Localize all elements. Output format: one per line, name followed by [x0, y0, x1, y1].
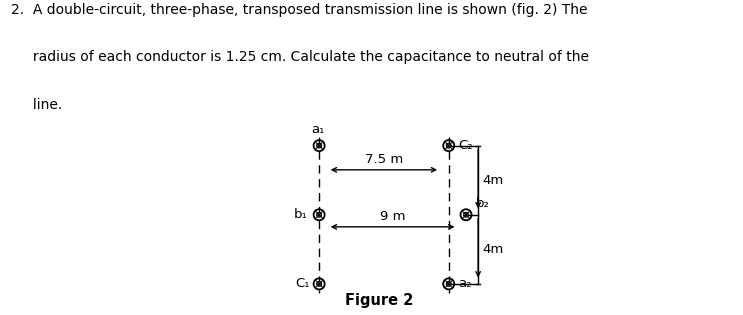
Circle shape [317, 212, 322, 217]
Text: line.: line. [11, 98, 62, 112]
Text: 7.5 m: 7.5 m [365, 153, 403, 166]
Text: radius of each conductor is 1.25 cm. Calculate the capacitance to neutral of the: radius of each conductor is 1.25 cm. Cal… [11, 50, 589, 64]
Text: 9 m: 9 m [380, 210, 406, 223]
Circle shape [447, 143, 451, 148]
Text: a₁: a₁ [311, 123, 325, 136]
Text: Figure 2: Figure 2 [345, 293, 414, 308]
Circle shape [464, 212, 468, 217]
Text: b₂: b₂ [476, 198, 490, 210]
Text: 2.  A double-circuit, three-phase, transposed transmission line is shown (fig. 2: 2. A double-circuit, three-phase, transp… [11, 3, 588, 16]
Text: C₂: C₂ [458, 139, 473, 152]
Circle shape [447, 282, 451, 286]
Text: b₁: b₁ [294, 208, 308, 221]
Circle shape [317, 282, 322, 286]
Circle shape [317, 143, 322, 148]
Text: 4m: 4m [482, 174, 504, 187]
Text: C₁: C₁ [295, 278, 310, 290]
Text: 4m: 4m [482, 243, 504, 256]
Text: a₂: a₂ [458, 278, 472, 290]
